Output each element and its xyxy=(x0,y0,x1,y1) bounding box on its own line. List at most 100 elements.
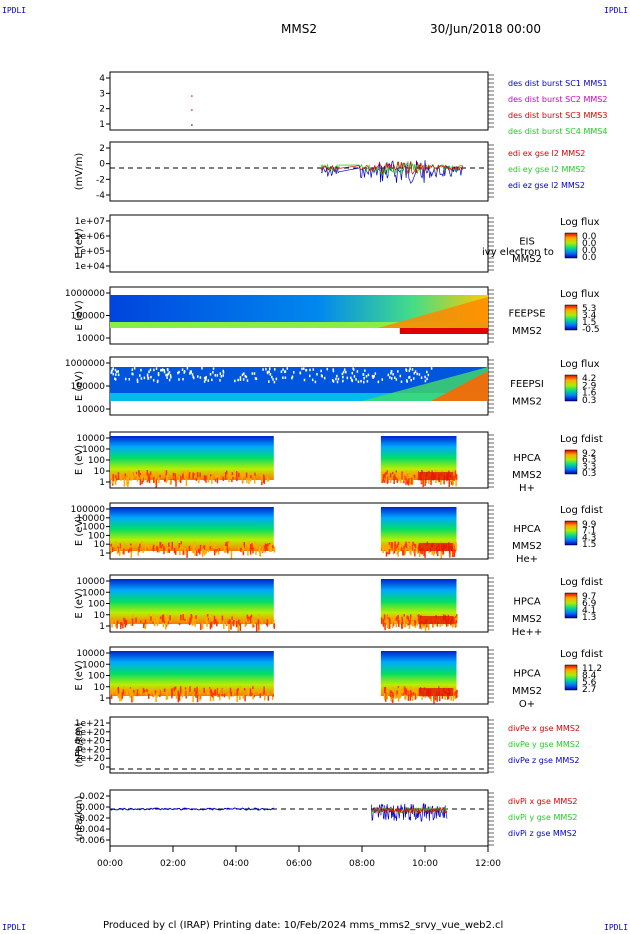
hpca-speckle xyxy=(388,542,391,546)
hpca-speckle xyxy=(263,545,265,552)
feepsi-gap xyxy=(405,379,408,382)
x-tick-label: 00:00 xyxy=(97,859,123,869)
hpca-speckle xyxy=(396,690,398,695)
date-title: 30/Jun/2018 00:00 xyxy=(430,22,542,36)
hpca-speckle xyxy=(182,691,185,696)
feepsi-gap xyxy=(140,377,143,380)
y-axis-label: (nPa/km) xyxy=(74,796,85,841)
feepsi-gap xyxy=(146,373,149,377)
hpca-speckle xyxy=(258,688,260,694)
hpca-speckle xyxy=(156,546,158,551)
y-tick-label: 1e+21 xyxy=(75,719,105,729)
feepsi-gap xyxy=(216,374,219,377)
hpca-speckle xyxy=(425,478,427,484)
side-label: MMS2 xyxy=(512,686,542,697)
hpca-speckle xyxy=(430,695,432,702)
feepsi-gap xyxy=(362,373,365,376)
hpca-speckle xyxy=(242,548,245,552)
hpca-speckle xyxy=(409,478,412,485)
hpca-speckle xyxy=(158,476,160,483)
feepsi-gap xyxy=(367,373,370,377)
hpca-speckle xyxy=(152,544,155,551)
hpca-speckle xyxy=(127,544,130,550)
hpca-speckle xyxy=(140,686,142,695)
hpca-speckle xyxy=(152,689,154,694)
hpca-speckle xyxy=(259,693,261,698)
hpca-speckle xyxy=(209,546,212,550)
hpca-hot-region xyxy=(418,472,454,480)
hpca-speckle xyxy=(412,550,415,553)
hpca-speckle xyxy=(427,478,430,484)
hpca-speckle xyxy=(407,690,409,693)
hpca-speckle xyxy=(413,470,416,475)
feepsi-gap xyxy=(112,367,114,370)
panel-frame xyxy=(109,141,489,202)
feepsi-gap xyxy=(393,376,396,380)
feepsi-gap xyxy=(133,367,136,370)
feepsi-gap xyxy=(239,378,242,382)
feepsi-gap xyxy=(331,379,334,382)
hpca-speckle xyxy=(120,622,122,630)
hpca-speckle xyxy=(448,541,451,544)
hpca-speckle xyxy=(452,694,455,702)
hpca-speckle xyxy=(422,479,424,488)
hpca-speckle xyxy=(141,470,144,479)
hpca-speckle xyxy=(454,692,456,697)
feepsi-gap xyxy=(117,373,120,377)
feepsi-gap xyxy=(242,378,245,381)
hpca-speckle xyxy=(263,686,265,695)
hpca-speckle xyxy=(386,694,389,700)
colorbar-label: 4.2 xyxy=(582,374,596,384)
hpca-speckle xyxy=(174,550,177,555)
y-tick-label: 1e+04 xyxy=(75,262,106,272)
hpca-speckle xyxy=(195,615,197,620)
legend-entry: edi ez gse l2 MMS2 xyxy=(508,181,585,190)
hpca-speckle xyxy=(455,479,457,487)
hpca-speckle xyxy=(446,692,449,700)
hpca-speckle xyxy=(453,550,456,557)
hpca-speckle xyxy=(436,694,438,702)
hpca-speckle xyxy=(196,686,198,694)
feepsi-gap xyxy=(282,376,284,379)
hpca-speckle xyxy=(159,690,161,698)
hpca-speckle xyxy=(242,545,244,548)
colorbar-label: 5.6 xyxy=(582,678,597,688)
hpca-speckle xyxy=(409,617,412,625)
hpca-speckle xyxy=(169,615,171,621)
feepsi-gap xyxy=(207,379,210,382)
hpca-speckle xyxy=(225,541,227,546)
hpca-speckle xyxy=(415,546,418,552)
feepsi-gap xyxy=(272,378,274,381)
hpca-speckle xyxy=(421,622,423,629)
hpca-speckle xyxy=(211,477,213,484)
feepsi-gap xyxy=(157,373,160,377)
hpca-speckle xyxy=(392,621,395,627)
hpca-speckle xyxy=(181,547,184,551)
hpca-speckle xyxy=(395,620,397,628)
hpca-speckle xyxy=(228,476,230,482)
hpca-speckle xyxy=(443,477,445,485)
hpca-speckle xyxy=(121,692,124,699)
hpca-speckle xyxy=(124,473,127,477)
hpca-speckle xyxy=(207,470,210,478)
hpca-speckle xyxy=(252,694,254,700)
hpca-speckle xyxy=(272,620,275,625)
y-tick-label: -4 xyxy=(96,191,105,201)
side-label: MMS2 xyxy=(512,541,542,552)
colorbar-label: 4.3 xyxy=(582,533,596,543)
hpca-speckle xyxy=(393,550,396,554)
hpca-speckle xyxy=(169,479,172,485)
feepsi-gap xyxy=(326,367,329,371)
hpca-speckle xyxy=(137,549,139,556)
hpca-speckle xyxy=(219,616,221,624)
feepsi-gap xyxy=(424,375,426,379)
hpca-speckle xyxy=(408,688,410,694)
feepsi-gap xyxy=(299,371,301,375)
y-tick-label: -0.004 xyxy=(76,825,105,835)
hpca-speckle xyxy=(435,479,437,484)
side-label: H+ xyxy=(519,483,535,494)
panel-frame xyxy=(109,71,489,131)
hpca-speckle xyxy=(404,692,406,699)
legend-entry: divPi y gse MMS2 xyxy=(508,813,577,822)
hpca-speckle xyxy=(211,691,214,698)
